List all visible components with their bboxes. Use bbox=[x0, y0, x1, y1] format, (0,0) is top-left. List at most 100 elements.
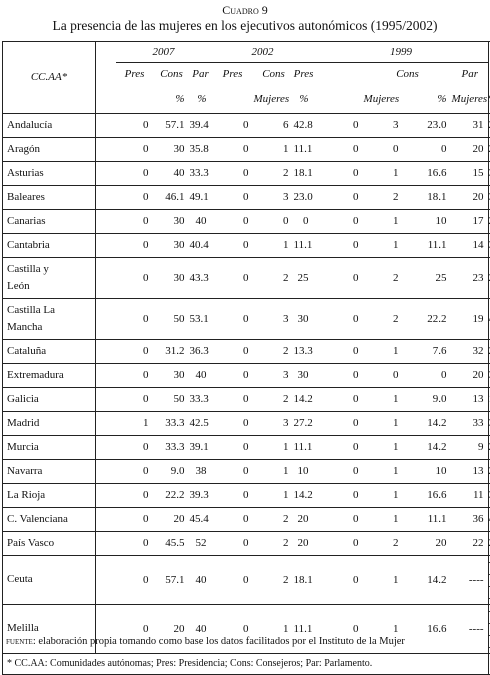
value-cell: 14 bbox=[451, 233, 489, 258]
value-cell: 3 bbox=[363, 113, 404, 138]
subheader: Pres bbox=[222, 67, 243, 80]
value-cell: 49.1 bbox=[189, 185, 212, 210]
value-cell: 11.1 bbox=[403, 507, 452, 532]
unit-header: % bbox=[189, 84, 212, 114]
value-cell: 1 bbox=[363, 459, 404, 484]
value-cell: 10 bbox=[403, 209, 452, 234]
value-cell: 1 bbox=[363, 555, 404, 605]
value-cell: 11.1 bbox=[293, 435, 314, 460]
value-cell: 11.1 bbox=[293, 137, 314, 162]
subheader: Par bbox=[192, 67, 209, 80]
value-cell: 20 bbox=[153, 507, 190, 532]
value-cell: 0 bbox=[211, 113, 254, 138]
value-cell: 0 bbox=[363, 137, 404, 162]
spacer bbox=[96, 42, 116, 63]
value-cell: 14.2 bbox=[403, 555, 452, 605]
value-cell: 22.2 bbox=[403, 298, 452, 340]
subheader: Cons bbox=[396, 67, 419, 80]
spacer bbox=[95, 298, 116, 340]
value-cell: 0 bbox=[115, 531, 154, 556]
value-cell: 0 bbox=[211, 363, 254, 388]
spacer bbox=[95, 185, 116, 210]
value-cell: 0 bbox=[313, 113, 364, 138]
value-cell: 3 bbox=[253, 363, 294, 388]
region-name: Cataluña bbox=[2, 339, 96, 364]
spacer bbox=[95, 531, 116, 556]
value-cell: 1 bbox=[363, 435, 404, 460]
value-cell: 11.1 bbox=[293, 233, 314, 258]
value-cell: 3 bbox=[253, 411, 294, 436]
value-cell: 39.4 bbox=[189, 113, 212, 138]
spacer bbox=[95, 459, 116, 484]
value-cell: 2 bbox=[253, 339, 294, 364]
stub-header: CC.AA* bbox=[2, 41, 96, 114]
value-cell: 31.2 bbox=[153, 339, 190, 364]
value-cell: 42.5 bbox=[189, 411, 212, 436]
value-cell: 2 bbox=[253, 257, 294, 299]
spacer bbox=[95, 483, 116, 508]
spacer bbox=[95, 161, 116, 186]
value-cell: 39.1 bbox=[189, 435, 212, 460]
value-cell: 0 bbox=[115, 137, 154, 162]
value-cell: 0 bbox=[115, 604, 154, 654]
value-cell: 0 bbox=[313, 339, 364, 364]
subheader: Cons bbox=[160, 67, 183, 80]
value-cell: 1 bbox=[363, 161, 404, 186]
value-cell: 20 bbox=[293, 531, 314, 556]
value-cell: 15 bbox=[451, 161, 489, 186]
value-cell: 0 bbox=[115, 435, 154, 460]
spacer bbox=[95, 363, 116, 388]
value-cell: 16.6 bbox=[403, 483, 452, 508]
value-cell: 42.8 bbox=[293, 113, 314, 138]
spacer bbox=[95, 555, 116, 605]
spacer bbox=[96, 62, 116, 85]
value-cell: 0 bbox=[115, 298, 154, 340]
value-cell: 0 bbox=[313, 233, 364, 258]
value-cell: 36 bbox=[451, 507, 489, 532]
value-cell: 0 bbox=[313, 604, 364, 654]
value-cell: 2 bbox=[253, 387, 294, 412]
value-cell: 10 bbox=[403, 459, 452, 484]
value-cell: 1 bbox=[363, 339, 404, 364]
value-cell: 40 bbox=[189, 555, 212, 605]
value-cell: 0 bbox=[115, 113, 154, 138]
region-name: Canarias bbox=[2, 209, 96, 234]
value-cell: 30 bbox=[153, 137, 190, 162]
value-cell: 0 bbox=[211, 531, 254, 556]
table-body: Andalucía057.139.40642.80323.03128.4Arag… bbox=[2, 113, 490, 654]
unit-header: Mujeres bbox=[363, 84, 404, 114]
value-cell: 38 bbox=[189, 459, 212, 484]
value-cell: 20 bbox=[451, 137, 489, 162]
value-cell: 30 bbox=[293, 363, 314, 388]
value-cell: 11.1 bbox=[403, 233, 452, 258]
value-cell: 0 bbox=[313, 209, 364, 234]
region-name: Castilla La Mancha bbox=[2, 298, 96, 340]
value-cell: 0 bbox=[313, 435, 364, 460]
value-cell: 0 bbox=[313, 363, 364, 388]
value-cell: 1 bbox=[253, 233, 294, 258]
value-cell: 3 bbox=[253, 298, 294, 340]
year-row: CC.AA* 2007 2002 1999 bbox=[2, 41, 489, 114]
value-cell: 0 bbox=[253, 209, 294, 234]
value-cell: 0 bbox=[293, 209, 314, 234]
value-cell: 23 bbox=[451, 257, 489, 299]
value-cell: 0 bbox=[115, 161, 154, 186]
region-name: Murcia bbox=[2, 435, 96, 460]
value-cell: 50 bbox=[153, 387, 190, 412]
value-cell: 0 bbox=[211, 209, 254, 234]
spacer bbox=[95, 137, 116, 162]
value-cell: 1 bbox=[115, 411, 154, 436]
year-header: 2007 bbox=[115, 41, 212, 63]
value-cell: 22 bbox=[451, 531, 489, 556]
value-cell: 0 bbox=[115, 387, 154, 412]
value-cell: 0 bbox=[403, 137, 452, 162]
value-cell: 20 bbox=[403, 531, 452, 556]
value-cell: 18.1 bbox=[293, 161, 314, 186]
value-cell: 0 bbox=[115, 483, 154, 508]
